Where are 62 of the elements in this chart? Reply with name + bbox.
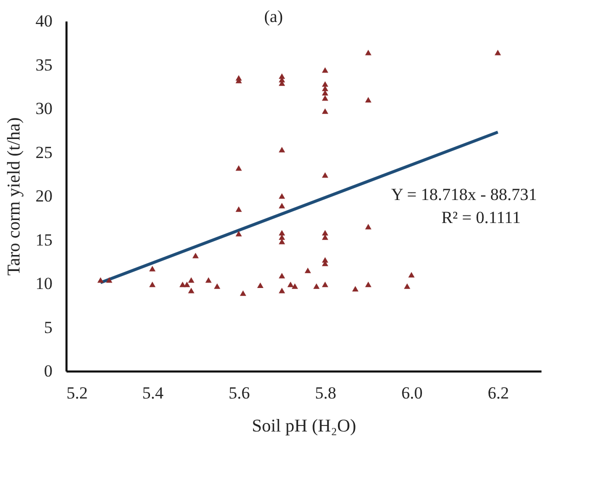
y-tick-label: 15 [36,230,52,250]
point [365,50,372,56]
x-tick-label: 6.2 [488,384,509,402]
point [240,290,246,296]
point [352,286,358,292]
y-tick-label: 30 [36,99,52,118]
point [365,282,372,288]
y-tick-label: 35 [36,55,52,74]
x-tick-label: 5.4 [142,384,164,402]
point [292,283,298,289]
x-tick-label: 6.0 [401,384,423,402]
y-tick-label: 5 [44,318,52,337]
x-tick-label: 5.8 [314,384,336,402]
point [278,193,286,199]
point [188,277,194,283]
point [149,266,156,272]
point [304,268,311,274]
point [188,288,194,294]
point [278,272,286,278]
y-tick-label: 10 [36,274,52,293]
annotation: R² = 0.1111 [441,208,521,227]
point [322,172,328,178]
point [184,282,190,288]
point [322,95,328,101]
point [214,283,220,289]
point [149,282,156,288]
point [365,97,372,102]
point [257,282,264,288]
point [278,146,286,152]
point [322,108,328,114]
point [278,238,286,244]
point [408,272,415,278]
point [322,90,328,96]
x-axis-title: Soil pH (H₂O) [252,416,356,436]
x-tick-label: 5.6 [228,384,250,402]
point [278,230,286,236]
chart-title: (a) [264,7,283,26]
point [322,86,328,92]
y-tick-label: 0 [44,362,52,380]
point [494,50,501,56]
annotation: Y = 18.718x - 88.731 [391,185,537,204]
y-tick-label: 40 [36,12,52,30]
point [236,206,242,212]
point [205,277,212,283]
point [278,202,286,208]
point [322,67,328,73]
point [313,283,320,289]
y-tick-label: 25 [36,142,52,162]
point [97,277,104,283]
point [278,288,286,294]
point [322,230,328,236]
y-tick-label: 20 [36,186,52,206]
point [287,282,294,288]
point [365,224,372,230]
point [404,283,410,289]
point [322,282,328,288]
point [192,252,199,258]
y-axis-title: Taro corm yield (t/ha) [4,117,24,276]
point [236,165,242,171]
point [236,230,242,236]
x-tick-label: 5.2 [66,384,88,402]
point [106,277,112,283]
